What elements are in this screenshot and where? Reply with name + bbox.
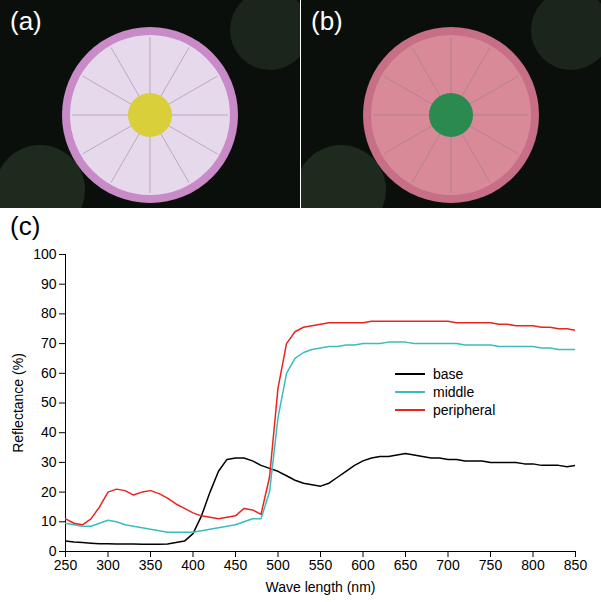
html-text:(b): (b) <box>311 6 343 36</box>
svg-text:850: 850 <box>564 557 588 573</box>
svg-text:550: 550 <box>309 557 333 573</box>
svg-text:90: 90 <box>41 276 57 292</box>
svg-text:300: 300 <box>96 557 120 573</box>
svg-text:450: 450 <box>224 557 248 573</box>
svg-text:Wave length (nm): Wave length (nm) <box>266 579 376 595</box>
svg-text:100: 100 <box>33 246 57 262</box>
svg-text:800: 800 <box>521 557 545 573</box>
svg-text:80: 80 <box>41 305 57 321</box>
html-text:base: base <box>433 366 464 382</box>
svg-text:10: 10 <box>41 513 57 529</box>
html-text:(a): (a) <box>10 6 42 36</box>
html-text:peripheral: peripheral <box>433 402 496 418</box>
svg-text:30: 30 <box>41 454 57 470</box>
html-text:middle: middle <box>433 384 475 400</box>
svg-text:700: 700 <box>436 557 460 573</box>
svg-text:20: 20 <box>41 484 57 500</box>
svg-text:40: 40 <box>41 424 57 440</box>
html-text:(c): (c) <box>10 211 41 241</box>
svg-text:350: 350 <box>139 557 163 573</box>
svg-text:250: 250 <box>54 557 78 573</box>
svg-text:60: 60 <box>41 365 57 381</box>
svg-text:400: 400 <box>181 557 205 573</box>
svg-text:50: 50 <box>41 394 57 410</box>
svg-text:Reflectance (%): Reflectance (%) <box>10 353 26 453</box>
svg-text:0: 0 <box>48 543 57 559</box>
svg-text:500: 500 <box>266 557 290 573</box>
svg-text:650: 650 <box>394 557 418 573</box>
svg-text:70: 70 <box>41 335 57 351</box>
svg-text:750: 750 <box>479 557 503 573</box>
svg-text:600: 600 <box>351 557 375 573</box>
